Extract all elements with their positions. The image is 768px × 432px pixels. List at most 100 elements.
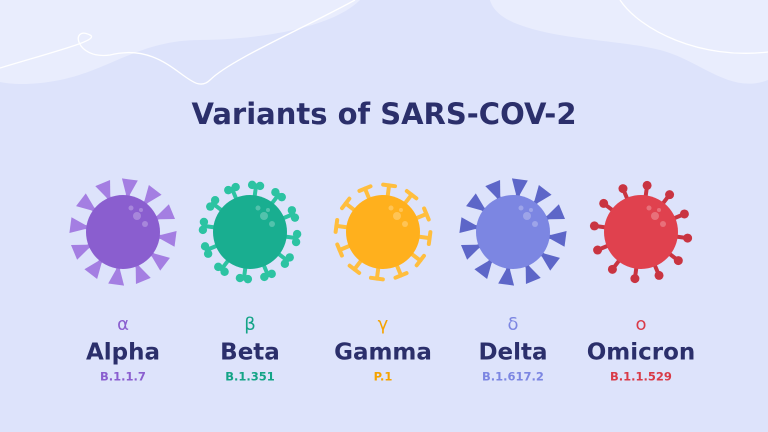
virus bbox=[459, 178, 567, 286]
spot bbox=[651, 212, 659, 220]
spike-tip bbox=[69, 217, 91, 234]
spike-tip bbox=[121, 178, 138, 200]
spike-tip bbox=[599, 198, 609, 208]
spike-tip bbox=[76, 193, 97, 212]
variant-name: Omicron bbox=[587, 340, 696, 366]
spot bbox=[260, 212, 268, 220]
spot bbox=[142, 221, 148, 227]
spike-tip bbox=[642, 180, 652, 190]
spike-tip bbox=[347, 263, 362, 275]
spot bbox=[128, 205, 134, 211]
spike-tip bbox=[414, 253, 426, 268]
spike-tip bbox=[511, 178, 528, 200]
spike-tip bbox=[539, 252, 560, 271]
spot bbox=[532, 221, 538, 227]
virus-body bbox=[604, 195, 678, 269]
spike-tip bbox=[466, 193, 487, 212]
spike-tip bbox=[135, 262, 151, 285]
spot bbox=[523, 212, 531, 220]
virus-body bbox=[213, 195, 287, 269]
spot bbox=[269, 221, 275, 227]
variant-lineage: P.1 bbox=[374, 370, 393, 384]
spike-tip bbox=[665, 190, 675, 200]
variant-symbol: ο bbox=[635, 314, 646, 335]
spike-tip bbox=[459, 217, 481, 234]
curve bbox=[619, 0, 768, 54]
variant-symbol: δ bbox=[507, 314, 518, 335]
spike-tip bbox=[533, 185, 552, 206]
spike-tip bbox=[267, 269, 276, 279]
variant-symbol: γ bbox=[378, 314, 389, 335]
spike-tip bbox=[291, 237, 301, 247]
virus-body bbox=[86, 195, 160, 269]
spike-tip bbox=[280, 259, 290, 268]
variant-name: Gamma bbox=[334, 340, 432, 366]
spike-tip bbox=[498, 264, 515, 286]
spike-tip bbox=[210, 196, 220, 205]
spike-tip bbox=[255, 181, 265, 191]
spot bbox=[266, 208, 270, 212]
spike-tip bbox=[474, 258, 493, 279]
spike-tip bbox=[247, 180, 257, 190]
spike-tip bbox=[203, 249, 213, 258]
spot bbox=[399, 208, 403, 212]
virus-body bbox=[346, 195, 420, 269]
spike-tip bbox=[206, 202, 215, 211]
spike-tip bbox=[340, 196, 352, 211]
spike-tip bbox=[333, 217, 340, 234]
spike-tip bbox=[287, 206, 297, 215]
spike-tip bbox=[404, 189, 419, 201]
spot bbox=[646, 205, 652, 211]
variant-lineage: B.1.1.7 bbox=[100, 370, 146, 384]
variant-name: Alpha bbox=[86, 340, 160, 366]
title: Variants of SARS-COV-2 bbox=[191, 97, 576, 131]
blob bbox=[0, 0, 360, 84]
spike-tip bbox=[368, 275, 385, 282]
spike-tip bbox=[271, 188, 280, 197]
spike-tip bbox=[155, 230, 177, 247]
spike-tip bbox=[485, 179, 501, 202]
spike-tip bbox=[460, 244, 483, 260]
spot bbox=[388, 205, 394, 211]
spike-tip bbox=[220, 267, 229, 276]
spike-tip bbox=[235, 273, 245, 283]
spike-tip bbox=[525, 262, 541, 285]
spike-tip bbox=[243, 274, 253, 284]
spike-tip bbox=[224, 185, 233, 195]
spike-tip bbox=[70, 244, 93, 260]
spot bbox=[393, 212, 401, 220]
spike-tip bbox=[679, 209, 689, 219]
spike-tip bbox=[143, 185, 162, 206]
spike-tip bbox=[393, 271, 409, 280]
virus bbox=[69, 178, 177, 286]
blob bbox=[490, 0, 768, 84]
spike-tip bbox=[673, 256, 683, 266]
variant-lineage: B.1.617.2 bbox=[482, 370, 544, 384]
spike-tip bbox=[292, 229, 302, 239]
spike-tip bbox=[153, 204, 176, 220]
curve bbox=[0, 0, 356, 85]
spike-tip bbox=[277, 192, 286, 202]
spike-tip bbox=[200, 242, 210, 251]
spike-tip bbox=[149, 252, 170, 271]
variant-symbol: β bbox=[244, 314, 256, 335]
variants: α Alpha B.1.1.7 β Beta B.1.351 γ Gamma P.1 δ Delta… bbox=[69, 178, 696, 384]
spike-tip bbox=[214, 262, 223, 272]
spike-tip bbox=[422, 206, 431, 222]
virus-body bbox=[476, 195, 550, 269]
spike-tip bbox=[231, 182, 240, 192]
spike-tip bbox=[543, 204, 566, 220]
spot bbox=[657, 208, 661, 212]
spike-tip bbox=[198, 225, 208, 235]
spike-tip bbox=[260, 272, 269, 282]
variant-name: Beta bbox=[220, 340, 280, 366]
spot bbox=[660, 221, 666, 227]
variant-lineage: B.1.351 bbox=[225, 370, 275, 384]
spike-tip bbox=[654, 270, 664, 280]
spike-tip bbox=[618, 184, 628, 194]
variant-symbol: α bbox=[117, 314, 129, 335]
spot bbox=[402, 221, 408, 227]
virus bbox=[333, 182, 433, 282]
